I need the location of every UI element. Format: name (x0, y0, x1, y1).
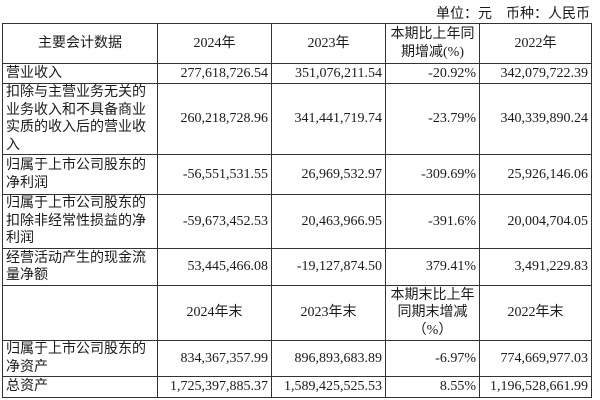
value-2022: 25,926,146.06 (479, 154, 592, 195)
row-label: 归属于上市公司股东的净利润 (2, 154, 158, 195)
value-2022: 342,079,722.39 (479, 63, 592, 84)
header-cell (2, 285, 158, 341)
row-label: 扣除与主营业务无关的业务收入和不具备商业实质的收入后的营业收入 (2, 83, 158, 155)
header-cell: 2022年 (479, 23, 592, 64)
accounting-data-table: 主要会计数据 2024年 2023年 本期比上年同期增减(%) 2022年 营业… (2, 23, 592, 398)
change-value: 8.55% (385, 376, 480, 398)
change-value: -23.79% (385, 83, 480, 155)
header-cell: 2023年 (271, 23, 386, 64)
value-2024: 277,618,726.54 (157, 63, 272, 84)
change-value: -20.92% (385, 63, 480, 84)
row-label: 归属于上市公司股东的扣除非经常性损益的净利润 (2, 194, 158, 249)
header-cell: 2024年末 (157, 285, 272, 341)
table-row: 经营活动产生的现金流量净额 53,445,466.08 -19,127,874.… (2, 248, 592, 286)
unit-label: 单位：元 (436, 7, 492, 22)
row-label: 营业收入 (2, 63, 158, 84)
value-2024: -59,673,452.53 (157, 194, 272, 249)
value-2023: 896,893,683.89 (271, 340, 386, 377)
table-row: 归属于上市公司股东的净资产 834,367,357.99 896,893,683… (2, 340, 592, 377)
header-cell: 主要会计数据 (2, 23, 158, 64)
value-2024: 260,218,728.96 (157, 83, 272, 155)
value-2023: 26,969,532.97 (271, 154, 386, 195)
header-row: 2024年末 2023年末 本期末比上年同期末增减（%） 2022年末 (2, 285, 592, 341)
value-2023: 341,441,719.74 (271, 83, 386, 155)
header-cell: 本期末比上年同期末增减（%） (385, 285, 480, 341)
value-2023: 1,589,425,525.53 (271, 376, 386, 398)
row-label: 总资产 (2, 376, 158, 398)
change-value: -309.69% (385, 154, 480, 195)
value-2022: 20,004,704.05 (479, 194, 592, 249)
value-2023: -19,127,874.50 (271, 248, 386, 286)
header-cell: 2022年末 (479, 285, 592, 341)
table-row: 总资产 1,725,397,885.37 1,589,425,525.53 8.… (2, 376, 592, 398)
value-2022: 340,339,890.24 (479, 83, 592, 155)
row-label: 经营活动产生的现金流量净额 (2, 248, 158, 286)
change-value: -6.97% (385, 340, 480, 377)
header-cell: 2024年 (157, 23, 272, 64)
value-2023: 20,463,966.95 (271, 194, 386, 249)
value-2022: 3,491,229.83 (479, 248, 592, 286)
change-value: 379.41% (385, 248, 480, 286)
value-2023: 351,076,211.54 (271, 63, 386, 84)
change-value: -391.6% (385, 194, 480, 249)
table-row: 营业收入 277,618,726.54 351,076,211.54 -20.9… (2, 63, 592, 84)
table-row: 归属于上市公司股东的扣除非经常性损益的净利润 -59,673,452.53 20… (2, 194, 592, 249)
value-2024: 1,725,397,885.37 (157, 376, 272, 398)
currency-label: 币种：人民币 (506, 7, 590, 22)
header-cell: 本期比上年同期增减(%) (385, 23, 480, 64)
table-row: 归属于上市公司股东的净利润 -56,551,531.55 26,969,532.… (2, 154, 592, 195)
value-2022: 1,196,528,661.99 (479, 376, 592, 398)
header-cell: 2023年末 (271, 285, 386, 341)
unit-note: 单位：元 币种：人民币 (422, 3, 590, 23)
value-2024: 834,367,357.99 (157, 340, 272, 377)
header-row: 主要会计数据 2024年 2023年 本期比上年同期增减(%) 2022年 (2, 23, 592, 64)
value-2024: 53,445,466.08 (157, 248, 272, 286)
value-2022: 774,669,977.03 (479, 340, 592, 377)
value-2024: -56,551,531.55 (157, 154, 272, 195)
row-label: 归属于上市公司股东的净资产 (2, 340, 158, 377)
table-row: 扣除与主营业务无关的业务收入和不具备商业实质的收入后的营业收入 260,218,… (2, 83, 592, 155)
